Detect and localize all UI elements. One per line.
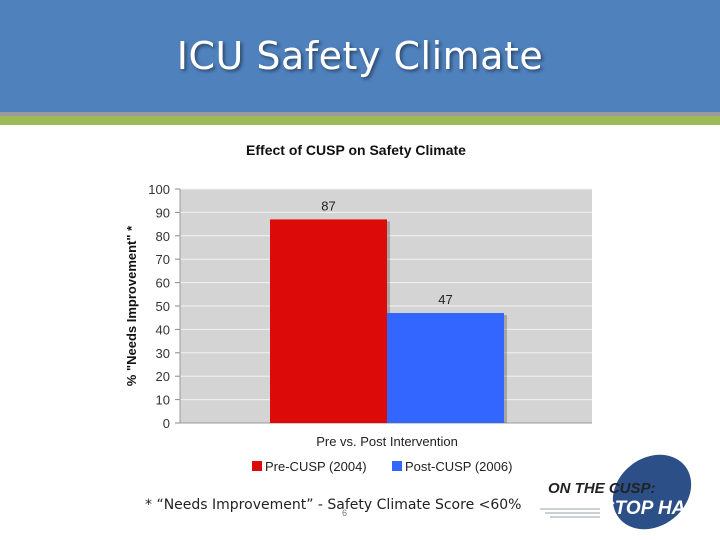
slide-number: 6	[342, 508, 348, 518]
bar-post-cusp	[387, 313, 504, 423]
legend-swatch	[392, 461, 402, 471]
legend-label: Post-CUSP (2006)	[405, 459, 512, 474]
on-the-cusp-logo: ON THE CUSP: STOP HAI	[540, 454, 692, 530]
title-divider	[0, 112, 720, 116]
y-tick-label: 10	[156, 393, 170, 408]
chart-legend: Pre-CUSP (2004) Post-CUSP (2006)	[252, 459, 512, 474]
y-tick-label: 40	[156, 322, 170, 337]
y-tick-label: 100	[148, 182, 170, 197]
legend-swatch	[252, 461, 262, 471]
y-tick-label: 80	[156, 229, 170, 244]
chart-title: Effect of CUSP on Safety Climate	[246, 142, 466, 158]
title-bar: ICU Safety Climate	[0, 0, 720, 112]
y-axis-label: % "Needs Improvement" *	[124, 225, 139, 386]
y-tick-label: 30	[156, 346, 170, 361]
footnote: * “Needs Improvement” - Safety Climate S…	[145, 497, 522, 513]
logo-line2: STOP HAI	[602, 498, 691, 519]
y-tick-label: 50	[156, 299, 170, 314]
y-tick-label: 60	[156, 276, 170, 291]
data-label: 87	[321, 198, 335, 213]
logo-line1: ON THE CUSP:	[548, 480, 656, 497]
bar-chart: 0 10 20 30 40 50 60 70 80 90 100 87 47 Effect of CUS…	[124, 142, 592, 474]
y-tick-label: 70	[156, 252, 170, 267]
x-axis-label: Pre vs. Post Intervention	[316, 434, 458, 449]
y-tick-label: 0	[163, 416, 170, 431]
y-tick-label: 20	[156, 369, 170, 384]
accent-stripe	[0, 116, 720, 125]
legend-label: Pre-CUSP (2004)	[265, 459, 367, 474]
bar-pre-cusp	[270, 219, 387, 423]
slide-title: ICU Safety Climate	[176, 34, 544, 78]
y-tick-label: 90	[156, 205, 170, 220]
data-label: 47	[438, 292, 452, 307]
logo-swoosh-lines	[540, 508, 600, 518]
logo-oval	[612, 454, 692, 530]
